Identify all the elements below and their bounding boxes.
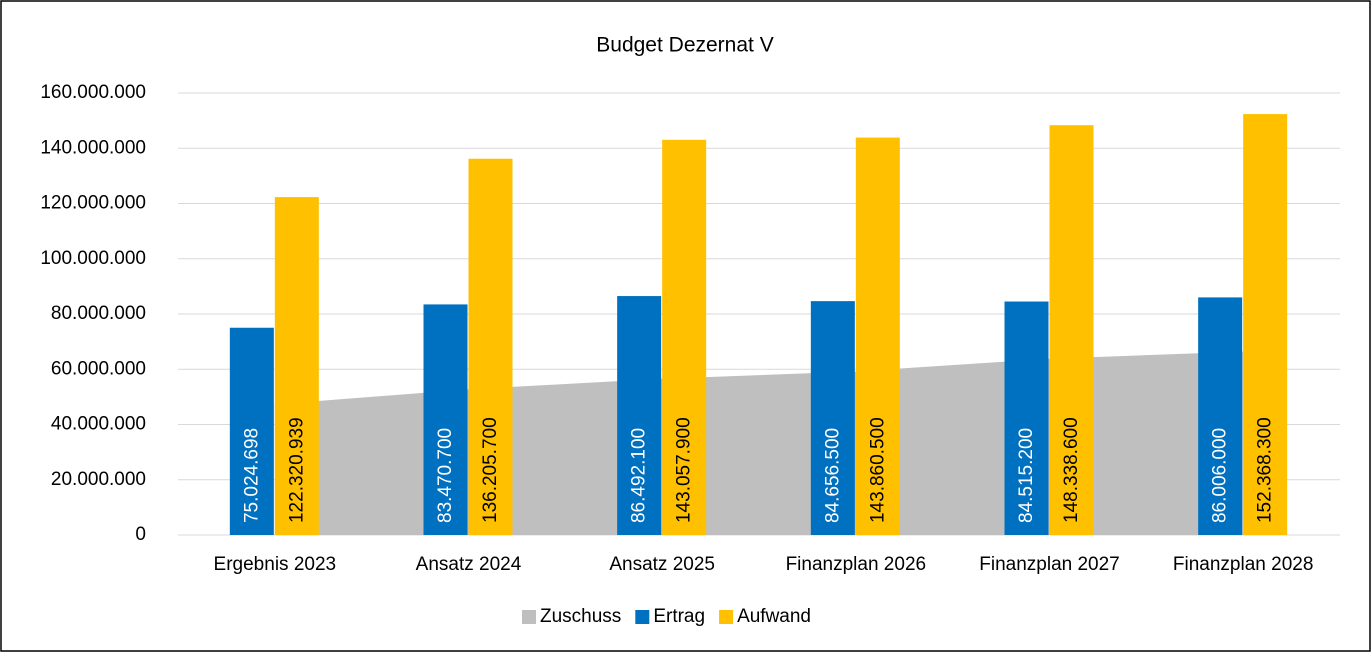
y-tick-label: 160.000.000 [40,82,146,103]
data-label: 86.006.000 [1210,428,1231,523]
data-label: 84.515.200 [1016,428,1037,523]
y-tick-label: 100.000.000 [40,248,146,269]
legend-label: Ertrag [653,606,705,627]
bar [810,301,855,535]
x-tick-label: Finanzplan 2026 [786,554,927,575]
y-tick-label: 20.000.000 [51,469,146,490]
y-tick-label: 0 [135,524,146,545]
area [274,351,1244,535]
data-label: 152.368.300 [1255,417,1276,523]
data-label: 143.860.500 [867,417,888,523]
legend: Zuschuss Ertrag Aufwand [522,606,811,627]
y-tick-label: 80.000.000 [51,303,146,324]
bar [1198,297,1243,535]
x-tick-label: Ergebnis 2023 [214,554,337,575]
bar [1049,125,1094,536]
bar [855,137,900,535]
bar [1004,301,1049,535]
bar [617,296,662,535]
chart-title: Budget Dezernat V [596,34,773,57]
data-label: 83.470.700 [435,428,456,523]
data-label: 148.338.600 [1061,417,1082,523]
bar [468,158,513,535]
legend-swatch [719,610,734,624]
data-label: 84.656.500 [822,428,843,523]
bar [1243,114,1288,535]
data-label: 122.320.939 [286,417,307,523]
x-tick-label: Finanzplan 2027 [979,554,1120,575]
legend-swatch [635,610,650,624]
x-tick-label: Ansatz 2025 [609,554,715,575]
x-tick-label: Ansatz 2024 [416,554,522,575]
legend-swatch [522,610,536,624]
y-tick-label: 60.000.000 [51,358,146,379]
bar [274,197,319,535]
data-label: 136.205.700 [480,417,501,523]
data-label: 143.057.900 [674,417,695,523]
x-tick-label: Finanzplan 2028 [1173,554,1314,575]
bar [662,139,707,535]
y-tick-label: 40.000.000 [51,414,146,435]
data-label: 75.024.698 [241,428,262,523]
data-label: 86.492.100 [629,428,650,523]
bar [229,327,274,535]
y-tick-label: 120.000.000 [40,193,146,214]
legend-label: Zuschuss [540,606,621,627]
bar [423,304,468,535]
y-tick-label: 140.000.000 [40,137,146,158]
legend-label: Aufwand [737,606,811,627]
